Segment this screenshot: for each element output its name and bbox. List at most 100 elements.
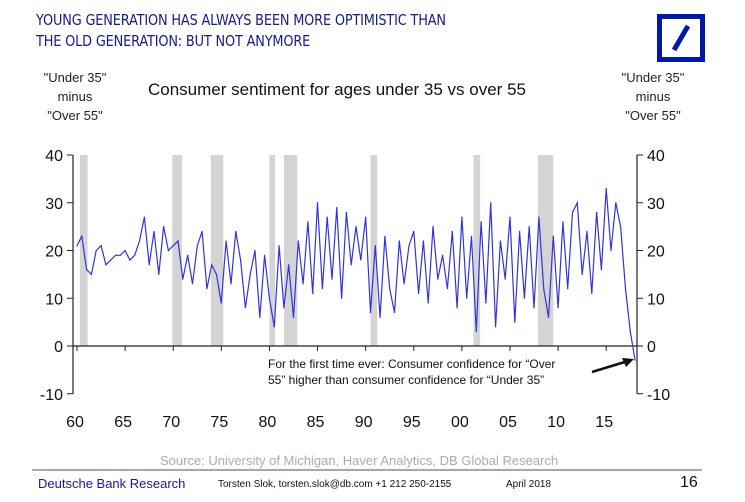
data-point	[576, 202, 578, 204]
x-tick-label: 10	[547, 414, 565, 431]
data-point	[571, 211, 574, 213]
data-point	[408, 245, 410, 247]
data-point	[547, 316, 550, 318]
data-point	[331, 278, 333, 280]
x-tick-label: 95	[403, 414, 421, 431]
source-note: Source: University of Michigan, Haver An…	[160, 453, 559, 468]
data-point	[634, 359, 636, 361]
data-point	[225, 240, 227, 242]
y-tick-label-right: 0	[647, 339, 656, 356]
data-point	[620, 226, 622, 228]
right-unit-line: minus	[635, 89, 671, 104]
data-point	[384, 235, 386, 237]
headline-line-1: YOUNG GENERATION HAS ALWAYS BEEN MORE OP…	[36, 11, 446, 29]
recession-bar	[473, 155, 481, 346]
data-point	[105, 264, 107, 266]
data-point	[470, 235, 473, 237]
data-point	[504, 278, 506, 280]
x-tick-label: 80	[259, 414, 277, 431]
data-point	[360, 259, 362, 261]
data-point	[417, 292, 420, 295]
recession-bar	[269, 155, 276, 346]
data-point	[143, 216, 145, 218]
data-point	[134, 254, 136, 256]
data-point	[191, 283, 194, 285]
data-point	[591, 292, 593, 295]
data-point	[586, 230, 588, 232]
data-point	[297, 240, 299, 242]
y-tick-label-left: 40	[45, 148, 63, 165]
data-point	[162, 226, 165, 228]
data-point	[403, 283, 405, 285]
data-point	[81, 235, 83, 237]
y-tick-label-left: 0	[54, 339, 63, 356]
data-point	[543, 288, 545, 290]
data-point	[215, 273, 218, 275]
data-point	[158, 273, 160, 275]
data-point	[220, 302, 222, 304]
footer-date: April 2018	[506, 479, 552, 490]
data-point	[355, 226, 357, 228]
data-point	[177, 240, 179, 242]
recession-bar	[172, 155, 182, 346]
data-point	[379, 316, 381, 318]
data-point	[201, 230, 203, 232]
data-point	[605, 187, 607, 190]
data-point	[538, 216, 540, 218]
data-point	[153, 230, 155, 232]
data-point	[273, 326, 275, 328]
data-point	[129, 259, 131, 261]
right-unit-line: "Over 55"	[625, 108, 681, 123]
data-point	[172, 245, 174, 247]
x-tick-label: 85	[307, 414, 325, 431]
headline: YOUNG GENERATION HAS ALWAYS BEEN MORE OP…	[36, 10, 446, 52]
data-point	[302, 283, 304, 285]
data-point	[283, 307, 285, 309]
data-point	[211, 264, 213, 266]
data-point	[461, 216, 463, 218]
data-point	[567, 288, 569, 290]
left-axis-label: "Under 35" minus "Over 55"	[30, 68, 120, 125]
data-point	[624, 288, 627, 290]
data-point	[114, 254, 117, 256]
data-point	[288, 264, 290, 266]
data-point	[86, 269, 88, 271]
y-tick-label-right: 30	[647, 196, 665, 213]
data-point	[485, 302, 487, 304]
y-tick-label-right: 40	[647, 148, 665, 165]
data-point	[167, 249, 170, 252]
data-point	[562, 221, 564, 223]
data-point	[552, 235, 554, 237]
data-point	[475, 331, 477, 333]
data-point	[76, 245, 78, 247]
data-point	[451, 230, 453, 232]
left-unit-line: minus	[57, 89, 93, 104]
data-point	[268, 297, 271, 299]
data-point	[499, 240, 501, 242]
data-point	[138, 240, 141, 242]
data-point	[365, 216, 367, 218]
data-point	[239, 259, 242, 261]
data-point	[316, 202, 319, 204]
data-point	[398, 240, 400, 242]
data-point	[235, 230, 237, 232]
data-point	[533, 307, 535, 309]
data-point	[523, 297, 526, 299]
data-point	[456, 307, 458, 309]
data-point	[336, 206, 338, 209]
data-point	[244, 307, 246, 309]
x-tick-label: 05	[499, 414, 517, 431]
y-tick-label-right: 10	[647, 291, 665, 308]
data-point	[509, 216, 511, 218]
data-point	[629, 331, 631, 333]
recession-bar	[210, 155, 224, 346]
data-point	[345, 211, 348, 213]
y-tick-label-left: 10	[45, 291, 63, 308]
data-point	[437, 278, 439, 280]
data-point	[413, 230, 415, 232]
recession-bar	[537, 155, 554, 346]
data-point	[557, 307, 559, 309]
data-point	[350, 264, 352, 266]
data-point	[230, 283, 232, 285]
